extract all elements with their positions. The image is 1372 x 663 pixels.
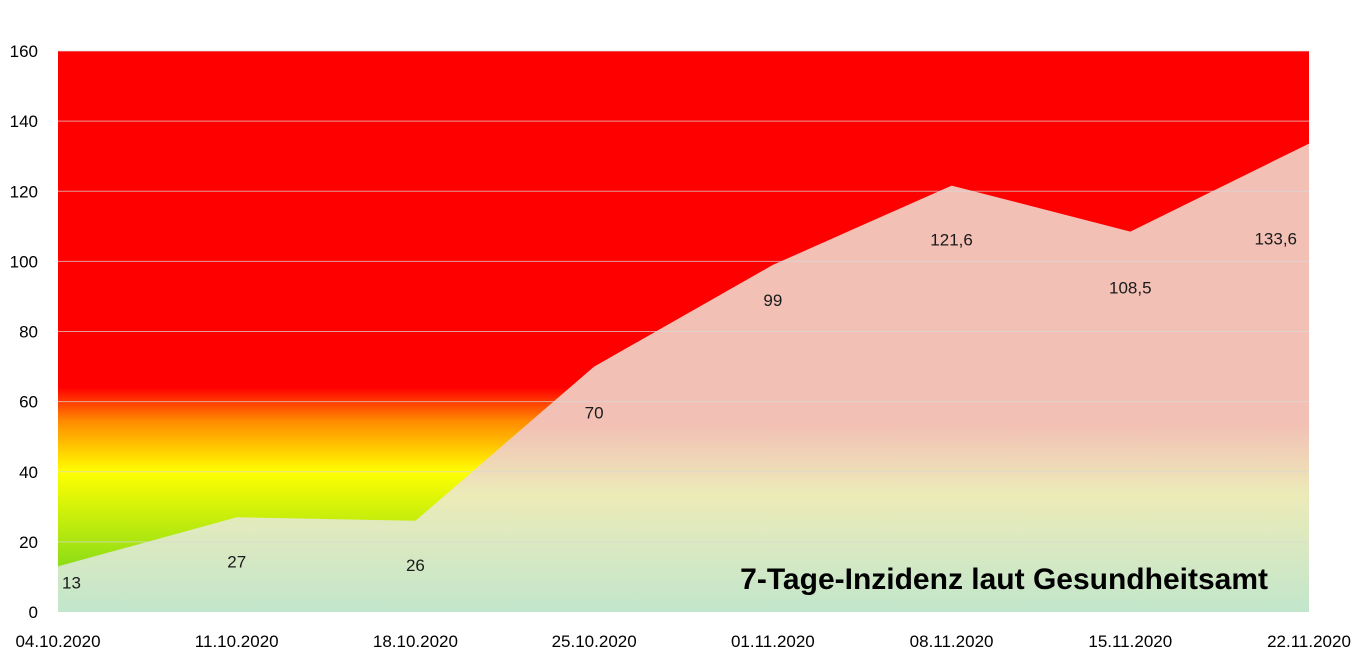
x-axis-tick-labels: 04.10.2020 11.10.2020 18.10.2020 25.10.2020… <box>15 632 1350 651</box>
x-tick-label: 22.11.2020 <box>1267 632 1351 651</box>
gridlines <box>58 50 1309 543</box>
data-label: 108,5 <box>1109 279 1152 298</box>
y-tick-label: 140 <box>10 112 38 131</box>
x-tick-label: 25.10.2020 <box>552 632 637 651</box>
x-tick-label: 15.11.2020 <box>1088 632 1172 651</box>
y-tick-label: 40 <box>19 463 38 482</box>
y-tick-label: 160 <box>10 42 38 61</box>
y-axis-tick-labels: 0 20 40 60 80 100 120 140 160 <box>10 42 38 622</box>
data-label: 133,6 <box>1254 230 1297 249</box>
x-tick-label: 01.11.2020 <box>731 632 815 651</box>
y-tick-label: 120 <box>10 182 38 201</box>
y-tick-label: 20 <box>19 533 38 552</box>
data-label: 27 <box>227 552 246 571</box>
y-tick-label: 60 <box>19 393 38 412</box>
x-tick-label: 18.10.2020 <box>373 632 458 651</box>
incidence-area-series <box>58 143 1309 612</box>
x-tick-label: 11.10.2020 <box>195 632 279 651</box>
x-tick-label: 04.10.2020 <box>15 632 100 651</box>
data-label: 13 <box>62 573 81 592</box>
y-tick-label: 0 <box>29 603 38 622</box>
data-label: 99 <box>763 291 782 310</box>
data-label: 70 <box>585 404 604 423</box>
y-tick-label: 100 <box>10 252 38 271</box>
data-labels: 13 27 26 70 99 121,6 108,5 133,6 <box>62 230 1297 593</box>
data-label: 26 <box>406 556 425 575</box>
x-tick-label: 08.11.2020 <box>910 632 994 651</box>
data-label: 121,6 <box>930 231 973 250</box>
y-tick-label: 80 <box>19 323 38 342</box>
chart-title: 7-Tage-Inzidenz laut Gesundheitsamt <box>740 563 1268 596</box>
